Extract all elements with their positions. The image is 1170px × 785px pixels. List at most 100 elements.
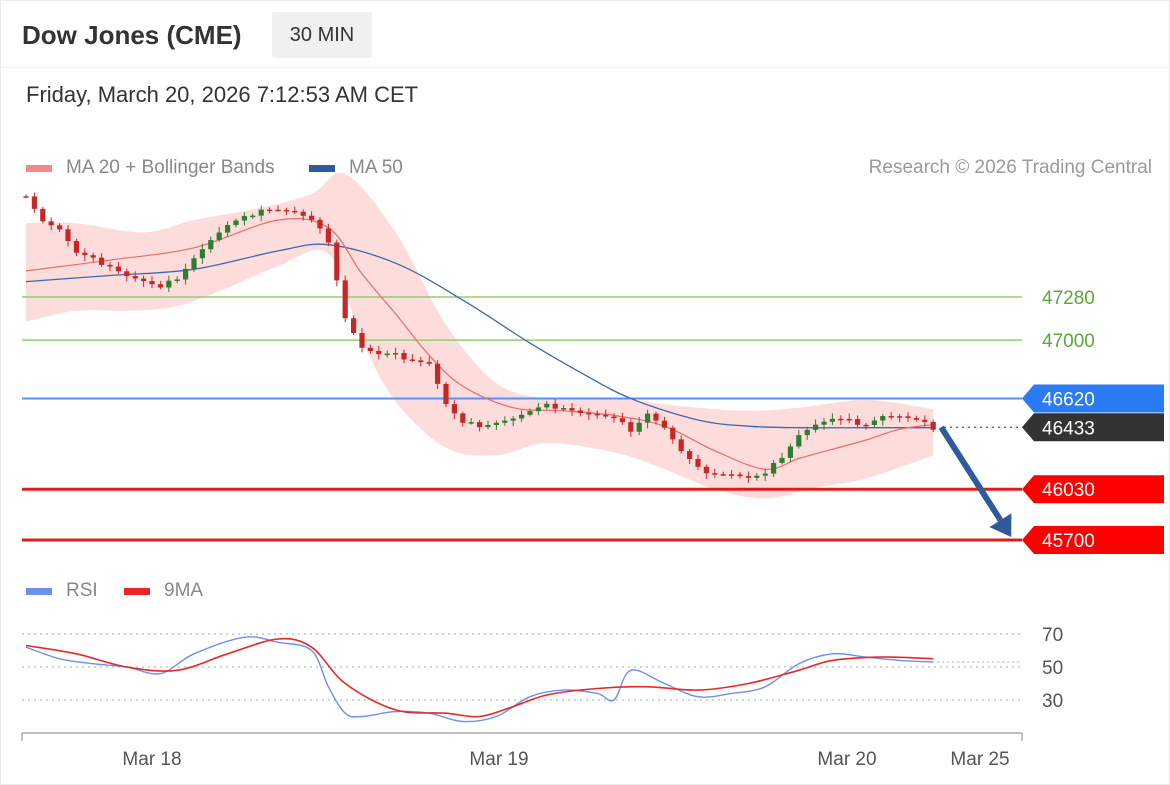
time-tick-mar-20: Mar 20 bbox=[817, 749, 876, 770]
candle-body bbox=[737, 474, 743, 477]
candle-body bbox=[695, 458, 701, 467]
candle-body bbox=[250, 215, 256, 218]
level-labels-layer: 47280 47000 46620 46433 46030 45700 bbox=[1022, 288, 1164, 554]
candle-body bbox=[300, 211, 306, 216]
candle-body bbox=[393, 352, 399, 355]
level-47000-label: 47000 bbox=[1042, 331, 1095, 352]
time-tick-mar-18: Mar 18 bbox=[122, 749, 181, 770]
candle-body bbox=[90, 255, 96, 258]
candle-body bbox=[561, 408, 567, 410]
candle-body bbox=[40, 208, 46, 222]
candle-body bbox=[821, 421, 827, 425]
candle-body bbox=[334, 242, 340, 281]
candle-body bbox=[745, 476, 751, 478]
candle-body bbox=[796, 435, 802, 447]
candle-body bbox=[233, 220, 239, 226]
candle-body bbox=[351, 318, 357, 333]
price-levels-layer bbox=[22, 296, 1022, 542]
ma50-legend: MA 50 bbox=[309, 157, 403, 179]
candle-body bbox=[502, 420, 508, 423]
level-46433-tag bbox=[1022, 413, 1164, 442]
candle-body bbox=[813, 424, 819, 430]
candle-body bbox=[754, 475, 760, 478]
candle-body bbox=[418, 360, 424, 363]
candle-body bbox=[871, 420, 877, 425]
level-46433-label: 46433 bbox=[1042, 418, 1095, 439]
candle-body bbox=[124, 271, 130, 277]
candle-body bbox=[283, 209, 289, 212]
forecast-arrow-shaft bbox=[938, 425, 1004, 522]
level-46620-tag bbox=[1022, 384, 1164, 413]
rsi-legend: RSI bbox=[26, 580, 98, 602]
candle-body bbox=[855, 419, 861, 425]
candle-body bbox=[275, 209, 281, 212]
candle-body bbox=[267, 209, 273, 212]
candle-body bbox=[292, 210, 298, 213]
bollinger-band-fill bbox=[26, 172, 934, 499]
candle-body bbox=[183, 268, 189, 280]
level-46030-tag bbox=[1022, 475, 1164, 504]
candle-body bbox=[586, 412, 592, 415]
candle-body bbox=[426, 362, 432, 364]
candle-body bbox=[57, 225, 63, 230]
candle-body bbox=[720, 474, 726, 476]
candle-body bbox=[225, 225, 231, 233]
rsi-ma-legend-label: 9MA bbox=[164, 580, 204, 601]
rsi-line bbox=[25, 636, 934, 723]
candle-body bbox=[443, 383, 449, 405]
rsi-swatch bbox=[26, 587, 52, 595]
candle-body bbox=[661, 420, 667, 428]
candle-body bbox=[653, 413, 659, 421]
candle-body bbox=[435, 363, 441, 384]
candle-body bbox=[376, 350, 382, 355]
candle-body bbox=[712, 473, 718, 475]
candle-body bbox=[510, 418, 516, 421]
candle-body bbox=[930, 421, 936, 430]
ma20-legend: MA 20 + Bollinger Bands bbox=[26, 157, 275, 179]
candle-body bbox=[804, 429, 810, 436]
candle-body bbox=[82, 252, 88, 256]
time-tick-mar-19: Mar 19 bbox=[469, 749, 528, 770]
ma50-line bbox=[25, 243, 934, 429]
candle-body bbox=[527, 411, 533, 415]
rsi-tick-50: 50 bbox=[1042, 658, 1063, 679]
candle-body bbox=[519, 414, 525, 419]
ma20-line bbox=[25, 218, 934, 470]
candle-body bbox=[384, 353, 390, 356]
candle-body bbox=[451, 404, 457, 414]
level-45700-label: 45700 bbox=[1042, 531, 1095, 552]
forecast-arrow-head bbox=[989, 513, 1012, 538]
candle-body bbox=[544, 403, 550, 408]
candle-body bbox=[342, 280, 348, 319]
candle-body bbox=[552, 403, 558, 409]
candle-body bbox=[687, 451, 693, 459]
candle-body bbox=[897, 416, 903, 418]
candle-body bbox=[829, 418, 835, 422]
rsi-tick-70: 70 bbox=[1042, 625, 1063, 646]
candle-body bbox=[913, 418, 919, 420]
rsi-legend-label: RSI bbox=[66, 580, 98, 601]
ma20-swatch bbox=[26, 164, 52, 172]
candle-body bbox=[779, 457, 785, 463]
bollinger-bands-layer bbox=[26, 172, 934, 499]
candle-body bbox=[65, 229, 71, 242]
candle-body bbox=[208, 240, 214, 250]
candle-body bbox=[678, 439, 684, 452]
candle-body bbox=[846, 418, 852, 421]
candle-body bbox=[107, 264, 113, 267]
candle-body bbox=[99, 257, 105, 265]
candle-body bbox=[863, 424, 869, 427]
candle-body bbox=[309, 215, 315, 220]
candle-body bbox=[23, 196, 29, 198]
rsi-layer: 30 50 70 bbox=[22, 625, 1063, 723]
candle-body bbox=[48, 221, 54, 226]
candle-body bbox=[880, 416, 886, 421]
candle-body bbox=[787, 446, 793, 458]
moving-averages-layer bbox=[25, 218, 934, 470]
timeframe-badge[interactable]: 30 MIN bbox=[272, 12, 372, 58]
candle-body bbox=[141, 278, 147, 282]
time-axis-layer: Mar 18 Mar 19 Mar 20 Mar 25 bbox=[21, 732, 1023, 770]
time-tick-mar-25: Mar 25 bbox=[950, 749, 1009, 770]
candle-body bbox=[922, 419, 928, 422]
